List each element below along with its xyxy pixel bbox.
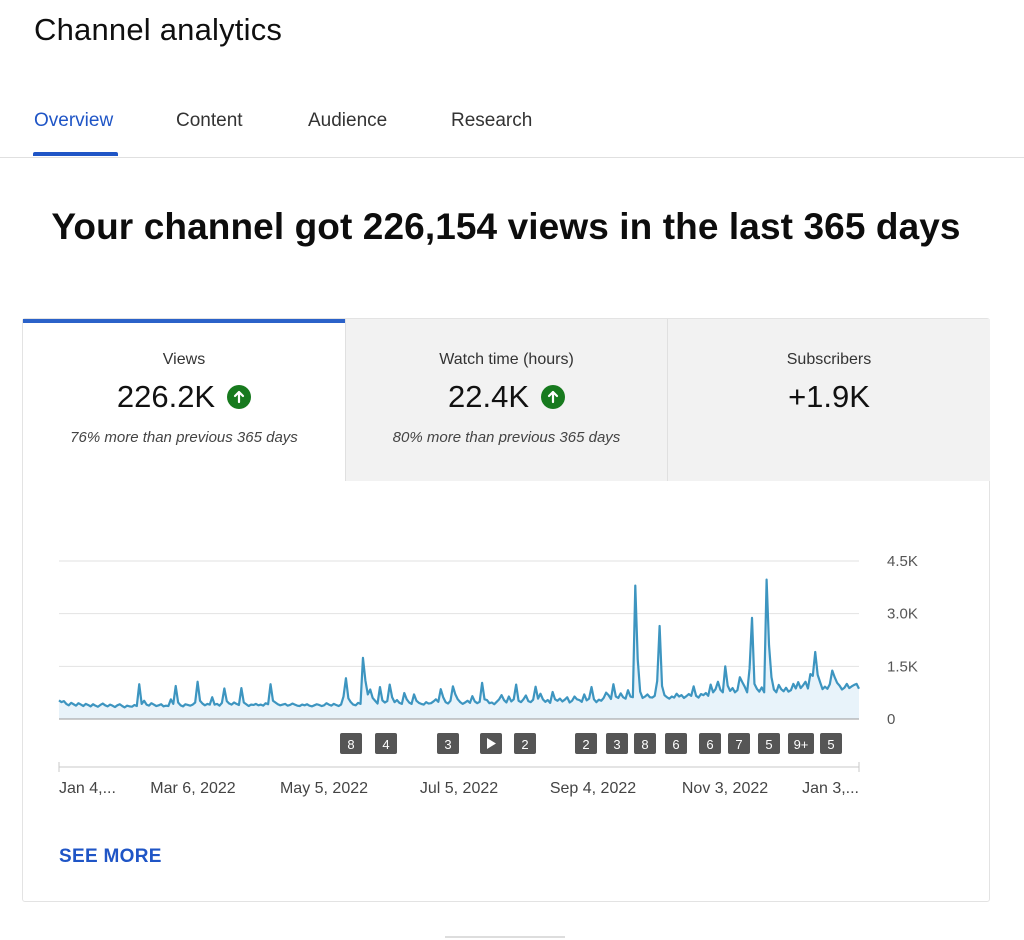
series-line <box>58 578 860 709</box>
scroll-indicator <box>445 936 565 938</box>
x-tick-label: Jan 3,... <box>802 780 859 797</box>
y-tick-label: 0 <box>887 711 895 728</box>
metric-label: Watch time (hours) <box>439 351 574 368</box>
event-marker-label: 2 <box>521 737 528 752</box>
x-tick-label: May 5, 2022 <box>280 780 368 797</box>
event-marker-label: 6 <box>672 737 679 752</box>
x-tick-label: Mar 6, 2022 <box>150 780 235 797</box>
event-marker-label: 2 <box>582 737 589 752</box>
event-marker <box>758 733 780 754</box>
arrow-up-icon <box>227 385 252 409</box>
event-marker <box>820 733 842 754</box>
metric-value: 226.2K <box>23 379 345 415</box>
event-marker-label: 6 <box>706 737 713 752</box>
metric-value: +1.9K <box>668 379 990 415</box>
event-marker <box>437 733 459 754</box>
event-marker-label: 3 <box>613 737 620 752</box>
event-marker <box>575 733 597 754</box>
event-marker-label: 9+ <box>794 737 809 752</box>
x-tick-label: Nov 3, 2022 <box>682 780 768 797</box>
views-chart: 4.5K 3.0K 1.5K 0 8 4 3 2 2 3 8 6 6 7 5 9+ 5 Jan 4,... Mar … <box>58 553 918 797</box>
event-marker <box>788 733 814 754</box>
event-marker-label: 3 <box>444 737 451 752</box>
metric-value-text: 22.4K <box>447 379 529 414</box>
tab-overview[interactable]: Overview <box>34 110 114 131</box>
event-marker-label: 7 <box>735 737 742 752</box>
metric-label: Subscribers <box>786 351 872 368</box>
series-area <box>59 579 859 719</box>
metric-note: 80% more than previous 365 days <box>392 429 621 446</box>
play-icon <box>487 738 496 749</box>
page-title: Channel analytics <box>34 12 283 47</box>
metric-value: 22.4K <box>346 379 667 415</box>
tab-research[interactable]: Research <box>451 110 533 131</box>
metric-tab-views[interactable]: Views 226.2K 76% more than previous 365 … <box>23 319 345 481</box>
x-tick-label: Jul 5, 2022 <box>420 780 498 797</box>
event-marker-label: 5 <box>827 737 834 752</box>
tab-bar: Overview Content Audience Research <box>0 100 1024 158</box>
event-marker-label: 8 <box>347 737 354 752</box>
metric-value-text: +1.9K <box>788 379 870 414</box>
x-tick-label: Sep 4, 2022 <box>550 780 636 797</box>
metric-tab-watch-time[interactable]: Watch time (hours) 22.4K 80% more than p… <box>345 319 667 481</box>
metric-value-text: 226.2K <box>116 379 216 414</box>
event-marker <box>340 733 362 754</box>
analytics-card: Views 226.2K 76% more than previous 365 … <box>22 318 990 902</box>
event-marker <box>699 733 721 754</box>
event-marker <box>514 733 536 754</box>
metric-note: 76% more than previous 365 days <box>70 429 298 446</box>
y-tick-label: 4.5K <box>887 553 918 570</box>
event-marker <box>606 733 628 754</box>
y-tick-label: 3.0K <box>887 606 918 623</box>
see-more-link[interactable]: SEE MORE <box>59 846 162 867</box>
headline: Your channel got 226,154 views in the la… <box>51 206 961 247</box>
tab-content[interactable]: Content <box>176 110 243 131</box>
y-tick-label: 1.5K <box>887 658 918 675</box>
active-tab-indicator <box>33 152 118 156</box>
event-marker-label: 4 <box>382 737 389 752</box>
event-marker-label: 8 <box>641 737 648 752</box>
event-marker <box>728 733 750 754</box>
event-marker <box>375 733 397 754</box>
metric-tab-subscribers[interactable]: Subscribers +1.9K <box>667 319 990 481</box>
metric-label: Views <box>162 351 206 368</box>
event-marker <box>634 733 656 754</box>
arrow-up-icon <box>541 385 565 409</box>
x-tick-label: Jan 4,... <box>59 780 116 797</box>
event-marker-label: 5 <box>765 737 772 752</box>
tab-audience[interactable]: Audience <box>308 110 388 131</box>
event-marker <box>665 733 687 754</box>
